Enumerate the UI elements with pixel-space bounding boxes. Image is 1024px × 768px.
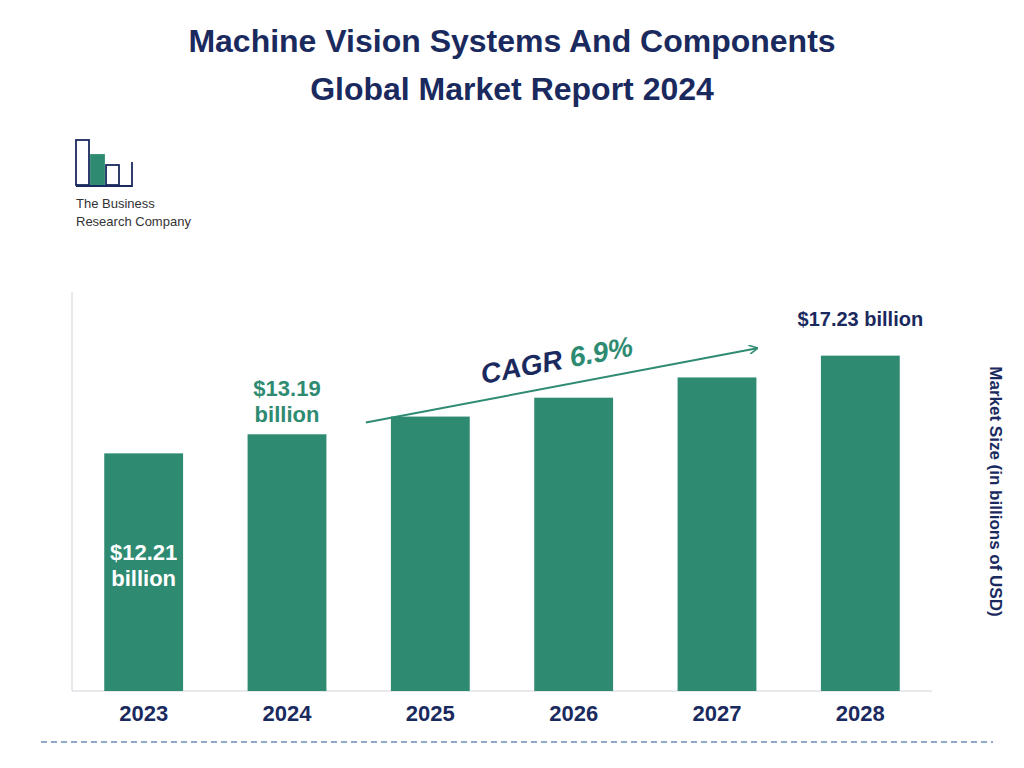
cagr-label: CAGR 6.9% [478, 331, 635, 390]
background [0, 0, 1024, 768]
annotation: $13.19 [253, 376, 320, 401]
bar [104, 453, 183, 691]
x-tick-label: 2027 [693, 701, 742, 726]
logo-bar [76, 140, 89, 185]
y-axis-line [72, 292, 73, 691]
x-tick-label: 2028 [836, 701, 885, 726]
logo-bar [91, 155, 104, 185]
y-axis-label: Market Size (in billions of USD) [986, 366, 1005, 616]
title: Machine Vision Systems And Components [188, 23, 835, 59]
cagr-part: CAGR [478, 343, 572, 390]
annotation: $12.21 [110, 540, 177, 565]
bar [391, 417, 470, 691]
annotation: $17.23 billion [798, 308, 924, 330]
logo-text: The Business [76, 196, 155, 211]
x-tick-label: 2025 [406, 701, 455, 726]
x-axis-line [72, 691, 932, 692]
chart-svg: Machine Vision Systems And Components Glo… [0, 0, 1024, 768]
subtitle: Global Market Report 2024 [310, 71, 714, 107]
logo-bar [106, 165, 119, 185]
bar [248, 434, 327, 691]
annotation: billion [255, 402, 320, 427]
logo-text: Research Company [76, 214, 191, 229]
bars [104, 356, 900, 691]
bar [534, 398, 613, 691]
chart-container: Machine Vision Systems And Components Glo… [0, 0, 1024, 768]
footer-rule [41, 741, 993, 743]
bar [678, 377, 757, 691]
annotation: billion [111, 566, 176, 591]
cagr-part: 6.9% [567, 331, 636, 373]
x-tick-label: 2023 [119, 701, 168, 726]
bar [821, 356, 900, 691]
logo: The Business Research Company [76, 140, 191, 229]
x-tick-label: 2026 [549, 701, 598, 726]
logo-line [76, 162, 132, 186]
x-tick-label: 2024 [263, 701, 313, 726]
